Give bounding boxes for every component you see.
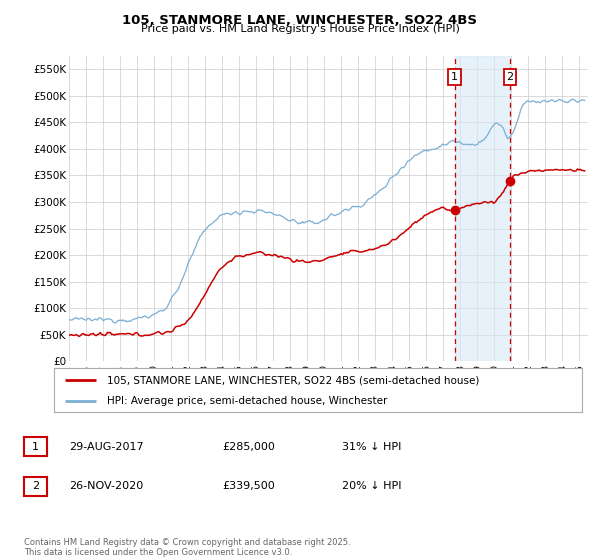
Text: 29-AUG-2017: 29-AUG-2017 [69, 442, 143, 452]
Text: Contains HM Land Registry data © Crown copyright and database right 2025.
This d: Contains HM Land Registry data © Crown c… [24, 538, 350, 557]
Text: 26-NOV-2020: 26-NOV-2020 [69, 481, 143, 491]
Text: 2: 2 [506, 72, 514, 82]
Text: 1: 1 [451, 72, 458, 82]
Text: 1: 1 [32, 442, 39, 452]
Text: HPI: Average price, semi-detached house, Winchester: HPI: Average price, semi-detached house,… [107, 396, 387, 405]
Text: £285,000: £285,000 [222, 442, 275, 452]
Text: Price paid vs. HM Land Registry's House Price Index (HPI): Price paid vs. HM Land Registry's House … [140, 24, 460, 34]
Text: 31% ↓ HPI: 31% ↓ HPI [342, 442, 401, 452]
Text: 20% ↓ HPI: 20% ↓ HPI [342, 481, 401, 491]
Text: £339,500: £339,500 [222, 481, 275, 491]
Text: 105, STANMORE LANE, WINCHESTER, SO22 4BS (semi-detached house): 105, STANMORE LANE, WINCHESTER, SO22 4BS… [107, 375, 479, 385]
Text: 105, STANMORE LANE, WINCHESTER, SO22 4BS: 105, STANMORE LANE, WINCHESTER, SO22 4BS [122, 14, 478, 27]
Bar [455, 56, 510, 361]
Text: 2: 2 [32, 481, 39, 491]
